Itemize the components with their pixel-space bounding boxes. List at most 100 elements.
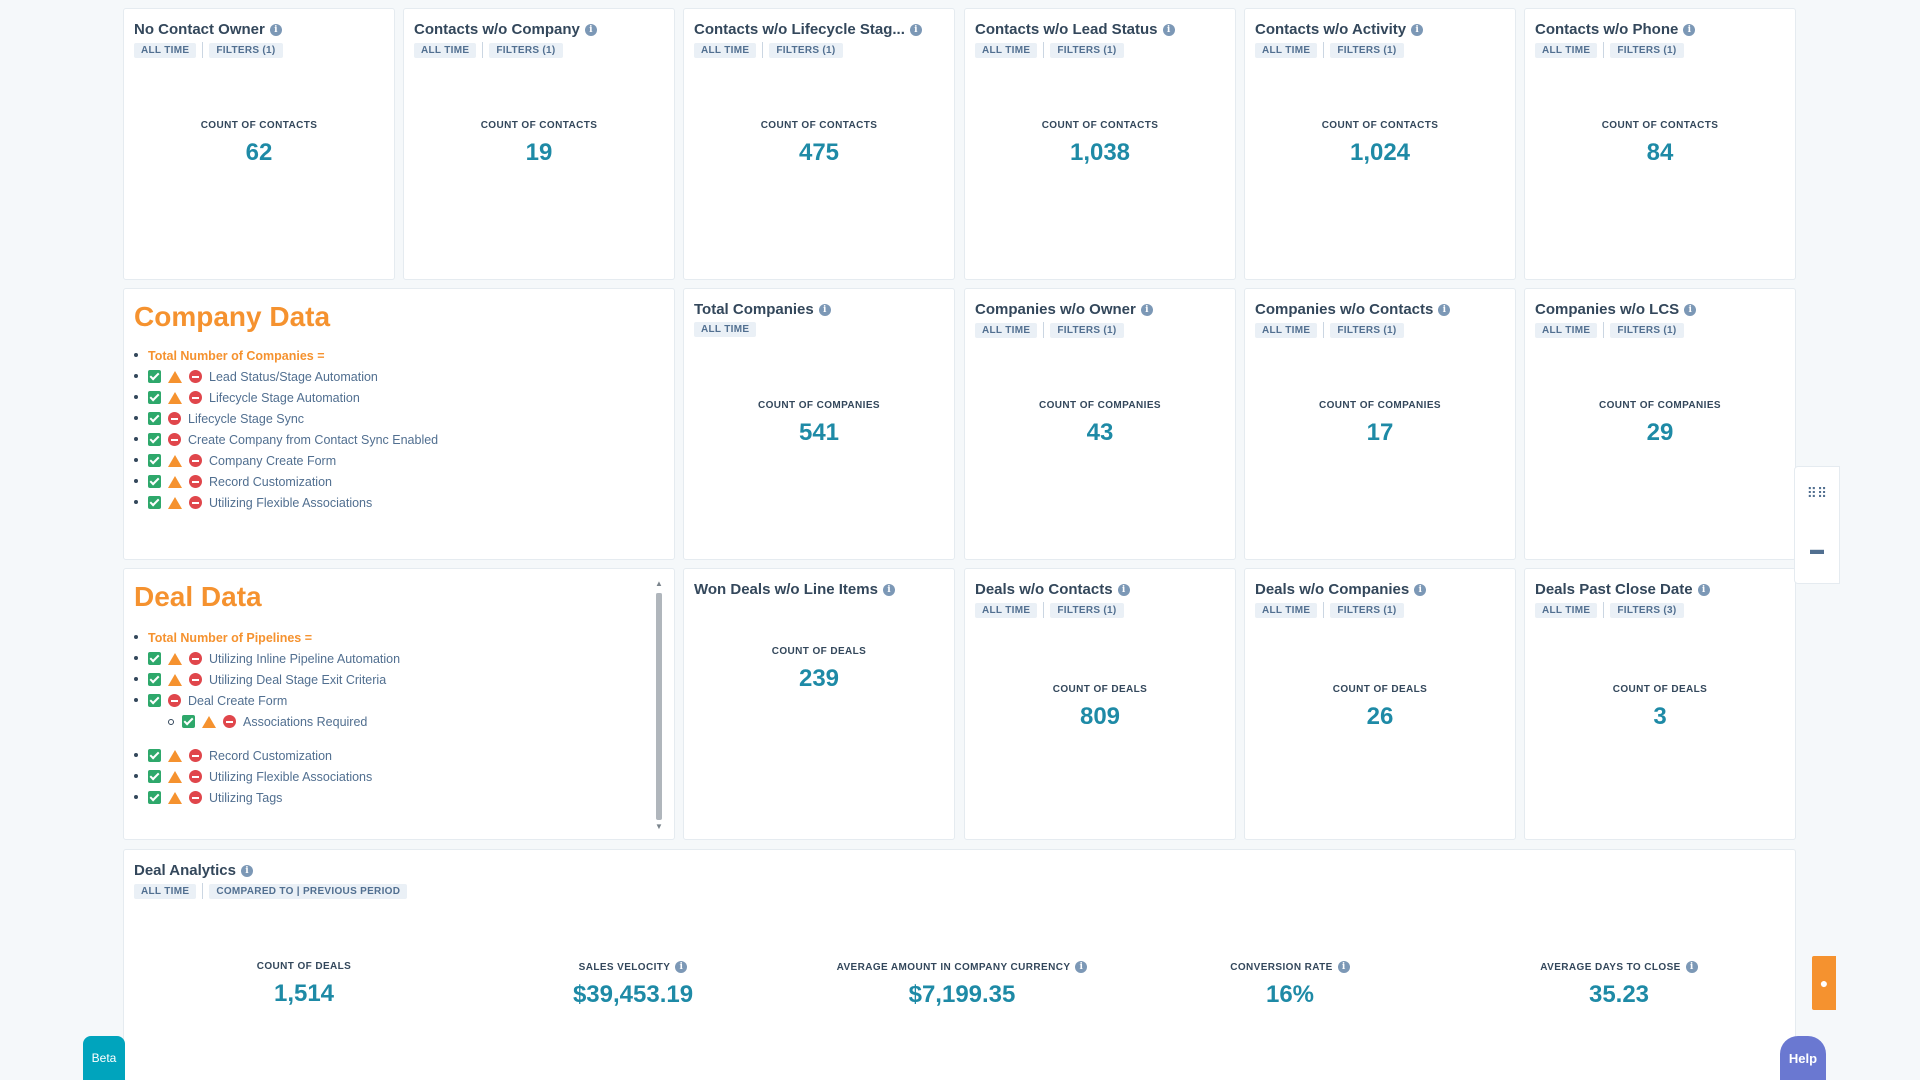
date-range-pill[interactable]: ALL TIME: [694, 42, 757, 58]
card-title[interactable]: Contacts w/o Company i: [414, 21, 597, 38]
info-icon[interactable]: i: [1697, 583, 1710, 596]
report-card[interactable]: Deals w/o Companies i ALL TIME FILTERS (1) C…: [1244, 568, 1516, 840]
date-range-pill[interactable]: ALL TIME: [694, 322, 757, 337]
info-icon[interactable]: i: [1414, 583, 1427, 596]
filters-pill[interactable]: FILTERS (1): [209, 42, 283, 58]
filters-pill[interactable]: FILTERS (1): [1610, 322, 1684, 338]
card-title[interactable]: No Contact Owner i: [134, 21, 282, 38]
report-card[interactable]: Contacts w/o Lifecycle Stag... i ALL TIME F…: [683, 8, 955, 280]
card-title[interactable]: Deal Analytics i: [134, 862, 253, 879]
report-card[interactable]: Contacts w/o Phone i ALL TIME FILTERS (1) CO…: [1524, 8, 1796, 280]
report-card[interactable]: Companies w/o LCS i ALL TIME FILTERS (1) COU…: [1524, 288, 1796, 560]
info-icon[interactable]: i: [909, 23, 922, 36]
info-icon[interactable]: i: [675, 961, 688, 973]
report-card[interactable]: No Contact Owner i ALL TIME FILTERS (1) COUN…: [123, 8, 395, 280]
metric-label: COUNT OF CONTACTS: [684, 120, 954, 131]
info-icon[interactable]: i: [1685, 961, 1698, 973]
scroll-down-arrow[interactable]: ▼: [655, 822, 663, 831]
filters-pill[interactable]: FILTERS (1): [1050, 322, 1124, 338]
report-card[interactable]: Deals Past Close Date i ALL TIME FILTERS (3…: [1524, 568, 1796, 840]
info-icon[interactable]: i: [1075, 961, 1088, 973]
info-icon[interactable]: i: [1683, 23, 1696, 36]
card-title[interactable]: Contacts w/o Lead Status i: [975, 21, 1175, 38]
date-range-pill[interactable]: ALL TIME: [1255, 322, 1318, 338]
filters-pill[interactable]: FILTERS (1): [769, 42, 843, 58]
filters-pill[interactable]: FILTERS (1): [1050, 42, 1124, 58]
date-range-pill[interactable]: ALL TIME: [1535, 602, 1598, 618]
scrollbar[interactable]: ▲ ▼: [654, 579, 664, 831]
date-range-pill[interactable]: ALL TIME: [414, 42, 477, 58]
report-card[interactable]: Deals w/o Contacts i ALL TIME FILTERS (1) CO…: [964, 568, 1236, 840]
report-card[interactable]: Total Companies i ALL TIME COUNT OF COMPANI…: [683, 288, 955, 560]
date-range-pill[interactable]: ALL TIME: [134, 42, 197, 58]
filters-pill[interactable]: FILTERS (1): [1610, 42, 1684, 58]
date-range-pill[interactable]: ALL TIME: [1535, 42, 1598, 58]
feedback-tab[interactable]: ●: [1812, 956, 1836, 1010]
chat-icon[interactable]: ▬: [1810, 541, 1824, 557]
checklist: Total Number of Companies = Lead Status/S…: [133, 345, 439, 513]
beta-button[interactable]: Beta: [83, 1036, 125, 1080]
date-range-pill[interactable]: ALL TIME: [975, 602, 1038, 618]
deal-data-card: Deal Data Total Number of Pipelines = Util…: [123, 568, 675, 840]
filters-pill[interactable]: FILTERS (1): [1330, 42, 1404, 58]
checklist-item-label: Company Create Form: [209, 453, 337, 468]
scroll-up-arrow[interactable]: ▲: [655, 579, 663, 588]
help-button[interactable]: Help: [1780, 1036, 1826, 1080]
report-card[interactable]: Contacts w/o Company i ALL TIME FILTERS (1)…: [403, 8, 675, 280]
filters-pill[interactable]: FILTERS (1): [1330, 322, 1404, 338]
metric: COUNT OF DEALS 239: [684, 646, 954, 693]
date-range-pill[interactable]: ALL TIME: [1255, 602, 1318, 618]
metric: COUNT OF DEALS 809: [965, 684, 1235, 731]
card-title[interactable]: Total Companies i: [694, 301, 831, 318]
deal-analytics-card[interactable]: Deal Analytics i ALL TIME COMPARED TO | PRE…: [123, 849, 1796, 1080]
card-title[interactable]: Contacts w/o Phone i: [1535, 21, 1696, 38]
filters-pill[interactable]: FILTERS (3): [1610, 602, 1684, 618]
date-range-pill[interactable]: ALL TIME: [1255, 42, 1318, 58]
date-range-pill[interactable]: ALL TIME: [1535, 322, 1598, 338]
card-title[interactable]: Companies w/o LCS i: [1535, 301, 1697, 318]
info-icon[interactable]: i: [1438, 303, 1451, 316]
card-title[interactable]: Companies w/o Owner i: [975, 301, 1153, 318]
metric-value: 84: [1646, 139, 1674, 166]
grid-icon[interactable]: ⠿⠿: [1806, 485, 1828, 501]
card-title[interactable]: Won Deals w/o Line Items i: [694, 581, 895, 598]
info-icon[interactable]: i: [1411, 23, 1424, 36]
card-title[interactable]: Companies w/o Contacts i: [1255, 301, 1451, 318]
checkbox-checked-icon: [148, 475, 161, 488]
stop-icon: [189, 749, 202, 762]
card-title[interactable]: Deals w/o Contacts i: [975, 581, 1130, 598]
checklist-item: Utilizing Tags: [133, 787, 400, 808]
report-card[interactable]: Companies w/o Contacts i ALL TIME FILTERS (…: [1244, 288, 1516, 560]
info-icon[interactable]: i: [818, 303, 831, 316]
filters-pill[interactable]: FILTERS (1): [1050, 602, 1124, 618]
card-title[interactable]: Deals Past Close Date i: [1535, 581, 1710, 598]
report-card[interactable]: Contacts w/o Lead Status i ALL TIME FILTERS…: [964, 8, 1236, 280]
pill-divider: [202, 883, 204, 899]
info-icon[interactable]: i: [584, 23, 597, 36]
info-icon[interactable]: i: [1140, 303, 1153, 316]
card-title[interactable]: Deals w/o Companies i: [1255, 581, 1427, 598]
info-icon[interactable]: i: [241, 864, 253, 877]
metric: COUNT OF COMPANIES 29: [1525, 400, 1795, 447]
date-range-pill[interactable]: ALL TIME: [975, 42, 1038, 58]
report-card[interactable]: Contacts w/o Activity i ALL TIME FILTERS (1…: [1244, 8, 1516, 280]
checklist-item-label: Record Customization: [209, 748, 332, 763]
info-icon[interactable]: i: [1162, 23, 1175, 36]
report-card[interactable]: Won Deals w/o Line Items i COUNT OF DEALS 2…: [683, 568, 955, 840]
scrollbar-thumb[interactable]: [656, 593, 662, 820]
info-icon[interactable]: i: [882, 583, 895, 596]
info-icon[interactable]: i: [1117, 583, 1130, 596]
info-icon[interactable]: i: [269, 23, 282, 36]
filters-pill[interactable]: FILTERS (1): [1330, 602, 1404, 618]
date-range-pill[interactable]: ALL TIME: [134, 883, 197, 899]
report-card[interactable]: Companies w/o Owner i ALL TIME FILTERS (1) C…: [964, 288, 1236, 560]
date-range-pill[interactable]: ALL TIME: [975, 322, 1038, 338]
filters-pill[interactable]: FILTERS (1): [489, 42, 563, 58]
compare-pill[interactable]: COMPARED TO | PREVIOUS PERIOD: [209, 883, 408, 899]
info-icon[interactable]: i: [1337, 961, 1350, 973]
metric: COUNT OF CONTACTS 475: [684, 120, 954, 167]
card-title[interactable]: Contacts w/o Activity i: [1255, 21, 1424, 38]
info-icon[interactable]: i: [1684, 303, 1697, 316]
checklist-item-label: Create Company from Contact Sync Enabled: [188, 432, 439, 447]
card-title[interactable]: Contacts w/o Lifecycle Stag... i: [694, 21, 922, 38]
